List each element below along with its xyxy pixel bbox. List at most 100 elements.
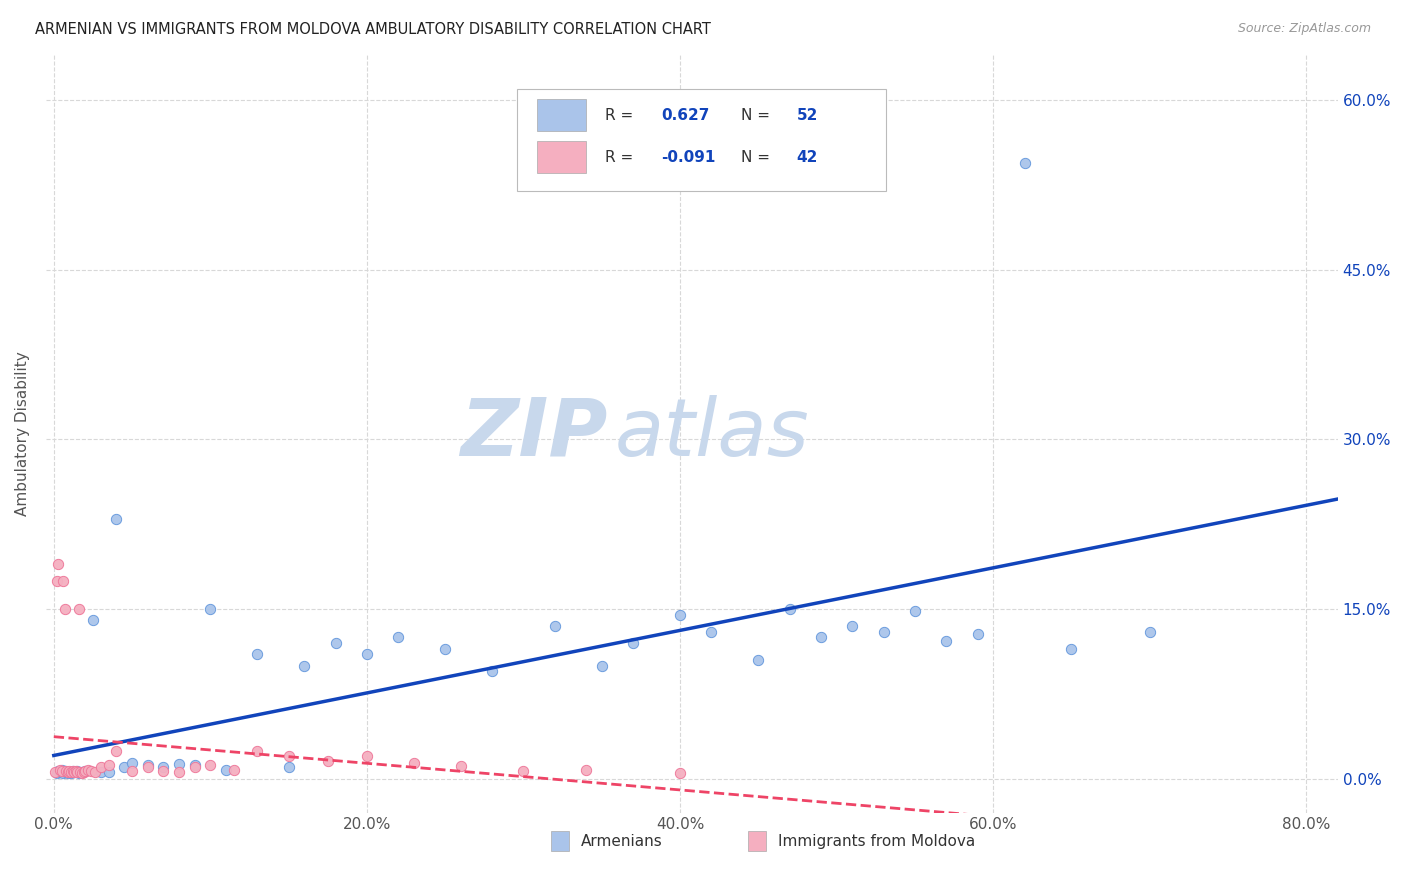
- Point: [55, 764, 77, 779]
- Point: [52, 574, 75, 588]
- Point: [97, 764, 120, 779]
- Point: [200, 758, 222, 772]
- Point: [246, 744, 269, 758]
- Point: [105, 744, 128, 758]
- Point: [481, 665, 503, 679]
- Point: [48, 764, 70, 778]
- Point: [56, 764, 79, 779]
- Point: [669, 766, 692, 780]
- Point: [434, 641, 457, 656]
- Point: [80, 764, 103, 778]
- Point: [121, 756, 143, 770]
- Text: N =: N =: [741, 108, 775, 123]
- Point: [621, 636, 644, 650]
- Point: [55, 764, 77, 778]
- Point: [1060, 641, 1083, 656]
- Text: N =: N =: [741, 150, 775, 165]
- Text: ARMENIAN VS IMMIGRANTS FROM MOLDOVA AMBULATORY DISABILITY CORRELATION CHART: ARMENIAN VS IMMIGRANTS FROM MOLDOVA AMBU…: [35, 22, 711, 37]
- Point: [152, 760, 174, 774]
- Point: [63, 764, 86, 779]
- Point: [591, 658, 613, 673]
- Text: Immigrants from Moldova: Immigrants from Moldova: [778, 834, 974, 848]
- Text: Source: ZipAtlas.com: Source: ZipAtlas.com: [1237, 22, 1371, 36]
- Point: [402, 756, 425, 770]
- Point: [56, 766, 79, 780]
- Y-axis label: Ambulatory Disability: Ambulatory Disability: [15, 351, 30, 516]
- Point: [575, 763, 598, 777]
- Point: [66, 764, 89, 779]
- Point: [51, 764, 73, 778]
- Point: [200, 602, 222, 616]
- Point: [121, 764, 143, 778]
- Point: [90, 760, 112, 774]
- Point: [75, 764, 97, 778]
- Point: [72, 764, 94, 779]
- Point: [60, 764, 83, 779]
- Point: [277, 760, 299, 774]
- Point: [966, 627, 988, 641]
- Point: [450, 759, 472, 773]
- Point: [66, 764, 89, 778]
- Point: [48, 557, 70, 571]
- Point: [167, 764, 190, 779]
- Point: [136, 758, 159, 772]
- Point: [325, 636, 347, 650]
- Point: [67, 602, 90, 616]
- Point: [82, 613, 104, 627]
- Point: [62, 764, 84, 778]
- Point: [1014, 155, 1036, 169]
- Text: atlas: atlas: [614, 395, 808, 473]
- Point: [512, 764, 534, 778]
- Point: [83, 764, 105, 779]
- Point: [62, 764, 84, 778]
- Point: [77, 763, 100, 777]
- Point: [387, 630, 409, 644]
- Point: [90, 764, 112, 779]
- Point: [52, 766, 75, 780]
- Point: [49, 764, 72, 779]
- Point: [45, 766, 67, 780]
- Text: 52: 52: [796, 108, 818, 123]
- Point: [58, 764, 80, 778]
- Point: [167, 756, 190, 771]
- FancyBboxPatch shape: [537, 141, 586, 172]
- Point: [277, 749, 299, 764]
- Point: [65, 764, 87, 778]
- Point: [75, 764, 97, 778]
- Point: [356, 749, 378, 764]
- Point: [45, 574, 67, 588]
- Point: [53, 602, 76, 616]
- Point: [63, 764, 86, 779]
- Point: [872, 624, 894, 639]
- Point: [669, 607, 692, 622]
- Point: [58, 764, 80, 779]
- Point: [215, 763, 238, 777]
- Point: [356, 647, 378, 661]
- Point: [105, 511, 128, 525]
- Point: [292, 658, 315, 673]
- Point: [1139, 624, 1161, 639]
- Point: [49, 763, 72, 777]
- Text: -0.091: -0.091: [661, 150, 716, 165]
- Text: R =: R =: [605, 150, 638, 165]
- Point: [810, 630, 832, 644]
- Point: [183, 758, 205, 772]
- Point: [316, 754, 339, 768]
- Point: [136, 760, 159, 774]
- Point: [246, 647, 269, 661]
- Point: [152, 764, 174, 778]
- Point: [69, 764, 91, 779]
- Point: [747, 653, 769, 667]
- Point: [841, 619, 863, 633]
- FancyBboxPatch shape: [537, 99, 586, 131]
- Point: [935, 633, 957, 648]
- Point: [544, 619, 567, 633]
- Point: [60, 766, 83, 780]
- Point: [44, 764, 66, 779]
- Point: [222, 763, 245, 777]
- Text: 0.627: 0.627: [661, 108, 709, 123]
- Text: Armenians: Armenians: [581, 834, 662, 848]
- Text: ZIP: ZIP: [461, 395, 607, 473]
- Point: [67, 766, 90, 780]
- Point: [904, 604, 927, 618]
